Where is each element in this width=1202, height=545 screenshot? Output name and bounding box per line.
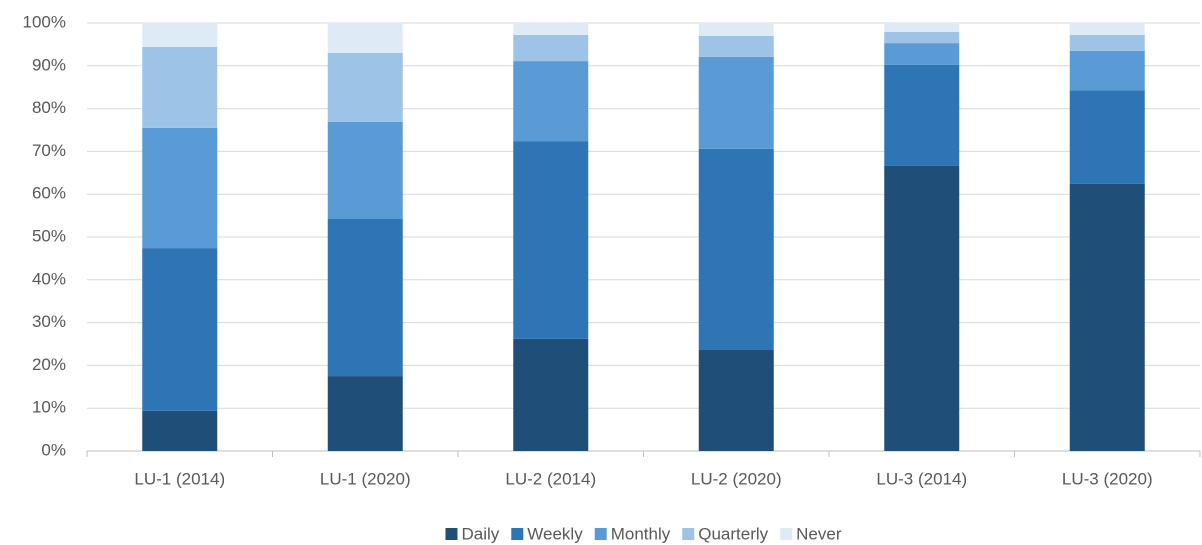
legend-swatch	[445, 528, 458, 540]
bar-segment	[884, 165, 960, 451]
legend-swatch	[594, 528, 607, 540]
y-tick-label: 80%	[32, 98, 66, 117]
x-tick-label: LU-2 (2014)	[505, 469, 596, 488]
bar-segment	[513, 61, 589, 142]
bar-segment	[327, 52, 403, 122]
legend-swatch	[780, 528, 793, 540]
bar-segment	[327, 23, 403, 53]
bar-segment	[142, 410, 218, 451]
x-tick-label: LU-3 (2020)	[1062, 469, 1153, 488]
y-tick-label: 20%	[32, 355, 66, 374]
legend-label: Daily	[461, 524, 499, 543]
y-tick-label: 50%	[32, 226, 66, 245]
bar-segment	[1069, 90, 1145, 184]
bar-segment	[698, 23, 774, 36]
y-tick-label: 30%	[32, 312, 66, 331]
legend-swatch	[511, 528, 524, 540]
x-tick-label: LU-1 (2014)	[134, 469, 225, 488]
y-tick-label: 0%	[41, 440, 66, 459]
y-tick-label: 60%	[32, 184, 66, 203]
bar-segment	[698, 349, 774, 451]
bar-segment	[327, 376, 403, 451]
bar-segment	[513, 34, 589, 62]
bar-segment	[142, 23, 218, 47]
y-tick-label: 10%	[32, 398, 66, 417]
legend-label: Quarterly	[698, 524, 768, 543]
bar-segment	[513, 141, 589, 339]
legend-label: Weekly	[527, 524, 583, 543]
bar-segment	[1069, 34, 1145, 51]
bar-segment	[142, 46, 218, 128]
bar-segment	[1069, 23, 1145, 35]
legend-label: Never	[796, 524, 842, 543]
x-tick-label: LU-1 (2020)	[320, 469, 411, 488]
bar-segment	[1069, 50, 1145, 91]
bar-segment	[884, 64, 960, 166]
bar-segment	[698, 35, 774, 57]
bar-segment	[884, 31, 960, 44]
bar-segment	[327, 219, 403, 377]
bar-segment	[142, 127, 218, 249]
bar-segment	[1069, 183, 1145, 452]
bar-segment	[698, 56, 774, 149]
bar-segment	[327, 121, 403, 220]
bar-segment	[513, 338, 589, 451]
y-tick-label: 90%	[32, 55, 66, 74]
y-tick-label: 100%	[23, 12, 66, 31]
legend-label: Monthly	[611, 524, 671, 543]
bar-segment	[513, 23, 589, 35]
bar-segment	[884, 23, 960, 32]
bar-segment	[698, 148, 774, 350]
x-tick-label: LU-2 (2020)	[691, 469, 782, 488]
bar-segment	[142, 248, 218, 411]
bar-segment	[884, 43, 960, 65]
y-tick-label: 40%	[32, 269, 66, 288]
y-tick-label: 70%	[32, 141, 66, 160]
legend-swatch	[682, 528, 695, 540]
x-tick-label: LU-3 (2014)	[876, 469, 967, 488]
